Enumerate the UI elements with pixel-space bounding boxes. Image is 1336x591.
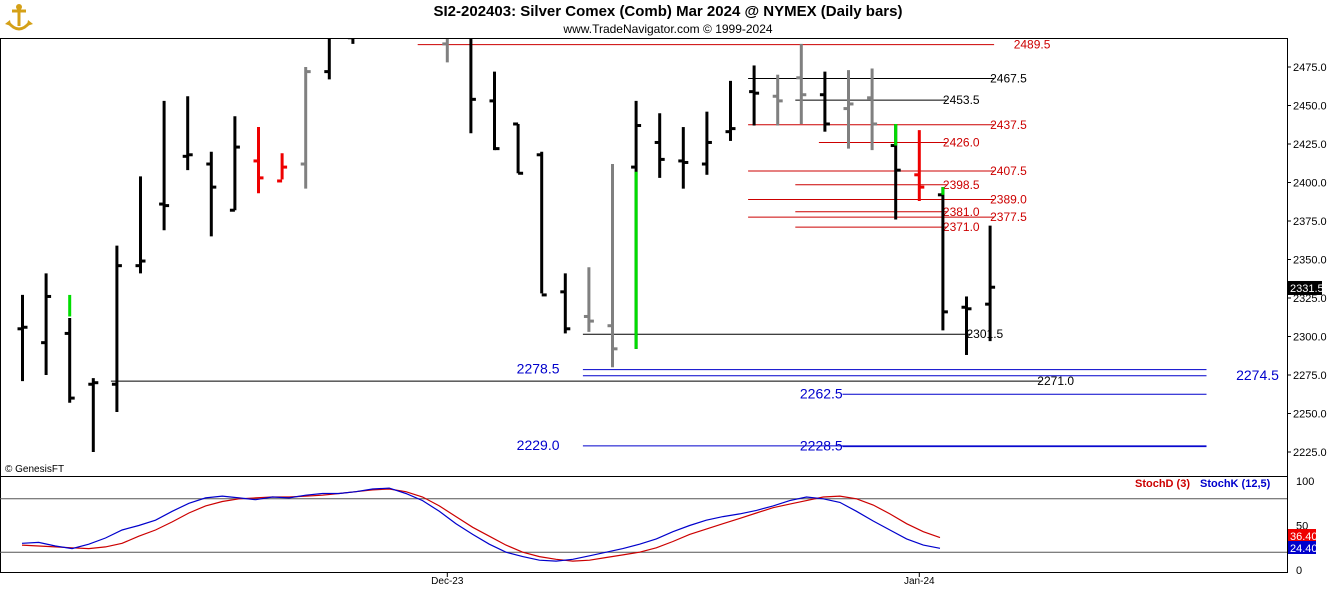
last-price-box — [1288, 280, 1322, 295]
price-bars — [17, 39, 996, 452]
level-label: 2453.5 — [943, 93, 980, 107]
stochastic-last-box — [1288, 541, 1316, 554]
level-label: 2229.0 — [517, 437, 560, 453]
y-tick-label: 2400.0 — [1293, 178, 1327, 190]
stochastic-series-line — [21, 487, 941, 562]
level-label: 2426.0 — [943, 135, 980, 149]
level-label: 2301.5 — [967, 327, 1004, 341]
stochastic-legend-label: StochD (3) — [1135, 478, 1190, 490]
stochastic-tick-label: 100 — [1296, 476, 1314, 488]
y-tick-label: 2325.0 — [1293, 293, 1327, 305]
level-label: 2274.5 — [1236, 367, 1279, 383]
price-levels: 2489.5 2467.5 2453.5 2437.5 2426.0 2407.5 2398… — [110, 38, 1279, 454]
level-label: 2467.5 — [990, 72, 1027, 86]
level-label: 2398.5 — [943, 178, 980, 192]
watermark: © GenesisFT — [5, 464, 64, 475]
y-tick-label: 2450.0 — [1293, 101, 1327, 113]
y-tick-label: 2225.0 — [1293, 447, 1327, 459]
stochastic-last-label: 36.40 — [1290, 531, 1318, 543]
level-label: 2389.0 — [990, 192, 1027, 206]
x-tick-label: Jan-24 — [904, 576, 935, 587]
stochastic-panel-border — [0, 476, 1288, 573]
stochastic-legend-label: StochK (12,5) — [1200, 478, 1271, 490]
chart-subtitle: www.TradeNavigator.com © 1999-2024 — [563, 22, 773, 36]
stochastic-last-box — [1288, 529, 1316, 542]
date-axis: Dec-23 Jan-24 — [431, 572, 935, 587]
x-tick-label: Dec-23 — [431, 576, 464, 587]
level-label: 2437.5 — [990, 118, 1027, 132]
level-label: 2271.0 — [1037, 374, 1074, 388]
anchor-logo-icon — [3, 3, 35, 35]
y-tick-label: 2300.0 — [1293, 332, 1327, 344]
last-price-label: 2331.5 — [1290, 283, 1324, 295]
y-tick-label: 2375.0 — [1293, 216, 1327, 228]
price-axis: 2225.0 2250.0 2275.0 2300.0 2325.0 2350.0 2375… — [1287, 62, 1327, 459]
price-panel-border — [0, 38, 1288, 477]
level-label: 2371.0 — [943, 220, 980, 234]
level-label: 2489.5 — [1014, 38, 1051, 52]
level-label: 2228.5 — [800, 438, 843, 454]
y-tick-label: 2275.0 — [1293, 370, 1327, 382]
level-label: 2278.5 — [517, 361, 560, 377]
stochastic-tick-label: 0 — [1296, 565, 1302, 577]
stochastic-series-line — [21, 488, 941, 562]
chart-title: SI2-202403: Silver Comex (Comb) Mar 2024… — [433, 3, 903, 20]
level-label: 2262.5 — [800, 385, 843, 401]
y-tick-label: 2350.0 — [1293, 255, 1327, 267]
y-tick-label: 2475.0 — [1293, 62, 1327, 74]
chart-header: SI2-202403: Silver Comex (Comb) Mar 2024… — [0, 0, 1336, 38]
stochastic-last-label: 24.40 — [1290, 543, 1318, 555]
level-label: 2407.5 — [990, 164, 1027, 178]
chart-frame — [0, 38, 1288, 477]
level-label: 2377.5 — [990, 210, 1027, 224]
y-tick-label: 2250.0 — [1293, 409, 1327, 421]
level-label: 2381.0 — [943, 205, 980, 219]
y-tick-label: 2425.0 — [1293, 139, 1327, 151]
